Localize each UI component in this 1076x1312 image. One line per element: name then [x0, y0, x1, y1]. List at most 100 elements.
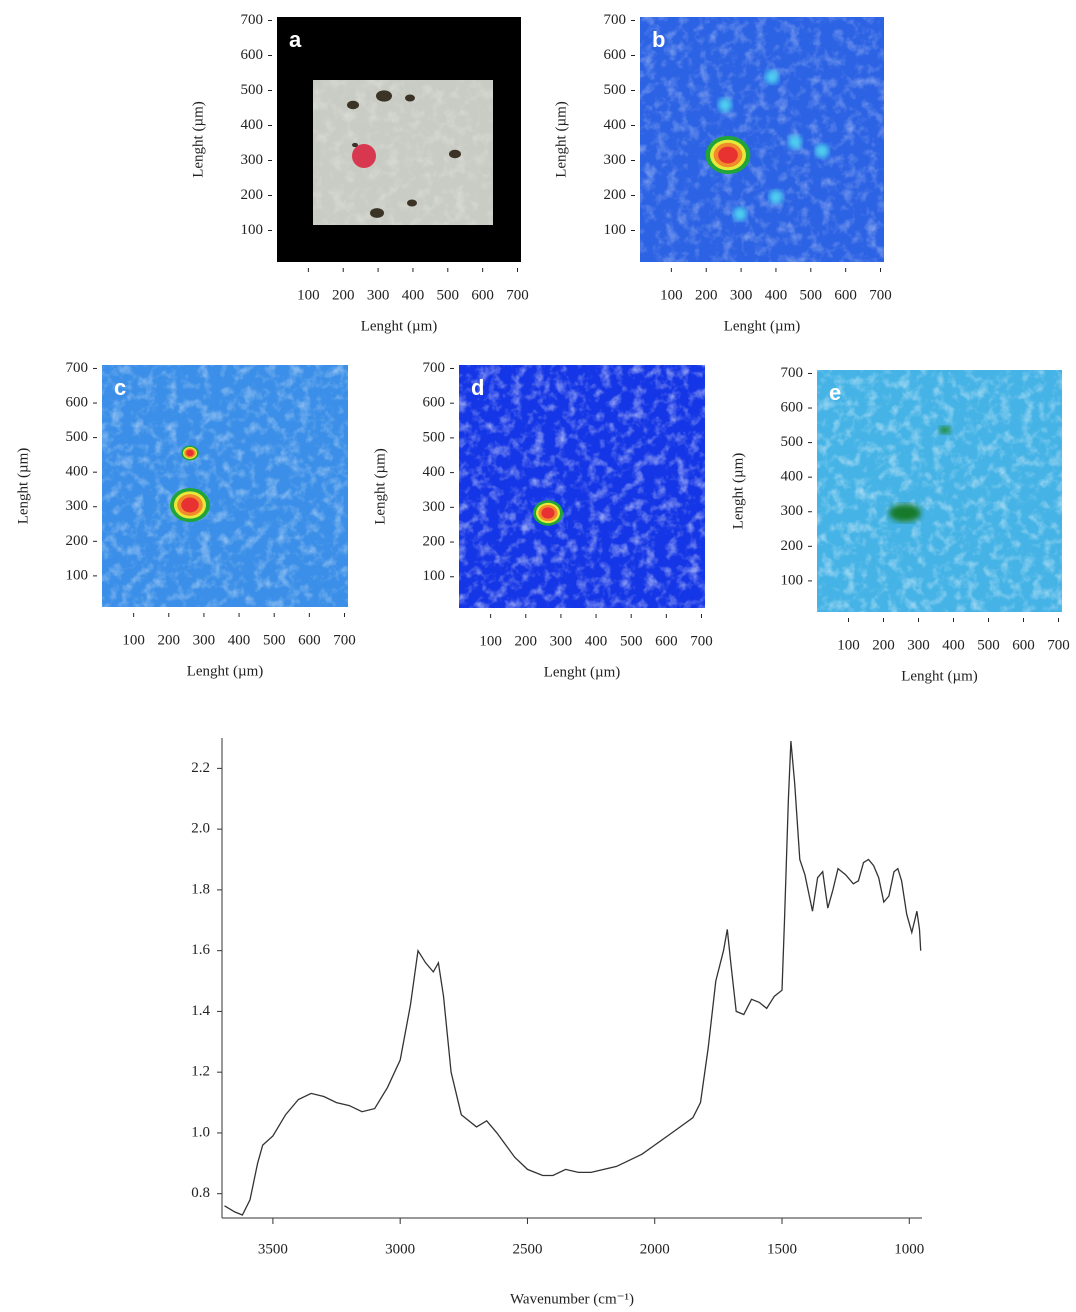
- y-tick-label: 100: [423, 568, 446, 584]
- y-axis-label: Lenght (µm): [15, 448, 31, 525]
- particle: [352, 142, 358, 148]
- y-axis-label: Lenght (µm): [190, 101, 206, 178]
- x-axis-label: Lenght (µm): [901, 668, 978, 684]
- x-axis-label: Lenght (µm): [361, 318, 438, 334]
- y-tick-label: 300: [604, 152, 627, 168]
- panel-label: c: [114, 375, 126, 400]
- x-tick-label: 300: [550, 633, 573, 649]
- x-tick-label: 2000: [640, 1241, 670, 1257]
- particle: [347, 100, 359, 110]
- y-tick-label: 700: [604, 12, 627, 28]
- y-tick-label: 100: [604, 222, 627, 238]
- x-axis-label: Wavenumber (cm⁻¹): [510, 1291, 634, 1307]
- x-tick-label: 200: [515, 633, 538, 649]
- hot-spot: [718, 146, 738, 164]
- noise: [102, 365, 348, 607]
- y-tick-label: 300: [66, 498, 89, 514]
- y-tick-label: 600: [241, 47, 264, 63]
- y-tick-label: 400: [604, 117, 627, 133]
- x-tick-label: 600: [471, 287, 494, 303]
- y-tick-label: 400: [66, 464, 89, 480]
- y-tick-label: 0.8: [191, 1185, 210, 1201]
- y-tick-label: 400: [241, 117, 264, 133]
- red-particle: [352, 144, 376, 168]
- x-tick-label: 500: [263, 632, 286, 648]
- noise: [640, 17, 884, 262]
- x-tick-label: 300: [907, 637, 930, 653]
- y-axis-label: Lenght (µm): [730, 453, 746, 530]
- particle: [407, 199, 417, 207]
- y-axis-label: Lenght (µm): [553, 101, 569, 178]
- x-tick-label: 500: [437, 287, 460, 303]
- blob: [718, 98, 732, 112]
- x-tick-label: 700: [1047, 637, 1070, 653]
- y-tick-label: 100: [781, 572, 804, 588]
- x-axis-label: Lenght (µm): [187, 663, 264, 679]
- x-tick-label: 400: [942, 637, 965, 653]
- y-tick-label: 200: [423, 533, 446, 549]
- y-tick-label: 400: [423, 464, 446, 480]
- x-tick-label: 300: [193, 632, 216, 648]
- y-tick-label: 500: [781, 434, 804, 450]
- y-tick-label: 1.2: [191, 1064, 210, 1080]
- x-tick-label: 3500: [258, 1241, 288, 1257]
- y-tick-label: 700: [423, 360, 446, 376]
- y-tick-label: 300: [781, 503, 804, 519]
- hot-spot: [541, 507, 555, 519]
- x-tick-label: 100: [122, 632, 145, 648]
- panel: 0.8 1.0 1.2 1.4 1.6 1.8 2.0 2.2 3500 3000 2500 2000…: [191, 738, 924, 1307]
- y-tick-label: 300: [423, 499, 446, 515]
- y-tick-label: 500: [241, 82, 264, 98]
- x-tick-label: 600: [834, 287, 857, 303]
- particle: [405, 94, 415, 102]
- x-tick-label: 200: [158, 632, 181, 648]
- x-tick-label: 100: [297, 287, 320, 303]
- particle: [449, 149, 461, 159]
- x-tick-label: 700: [869, 287, 892, 303]
- x-axis-label: Lenght (µm): [544, 664, 621, 680]
- y-tick-label: 1.0: [191, 1124, 210, 1140]
- y-tick-label: 100: [66, 567, 89, 583]
- x-tick-label: 100: [837, 637, 860, 653]
- particle: [376, 90, 392, 102]
- blob: [733, 207, 747, 221]
- panel: e 100 200 300 400 500 600 700 100 200 300 400 500 600…: [730, 365, 1069, 685]
- x-tick-label: 3000: [385, 1241, 415, 1257]
- noise: [817, 370, 1062, 612]
- panel: b 100 200 300 400 500 600 700 100 200 300 400 500 600…: [553, 12, 891, 335]
- y-tick-label: 700: [241, 12, 264, 28]
- y-tick-label: 600: [604, 47, 627, 63]
- y-tick-label: 500: [604, 82, 627, 98]
- x-tick-label: 600: [1012, 637, 1035, 653]
- x-tick-label: 100: [479, 633, 502, 649]
- y-tick-label: 1.4: [191, 1003, 210, 1019]
- y-axis-label: Lenght (µm): [372, 448, 388, 525]
- x-tick-label: 700: [333, 632, 356, 648]
- hot-spot: [181, 497, 199, 513]
- x-tick-label: 500: [800, 287, 823, 303]
- x-tick-label: 1500: [767, 1241, 797, 1257]
- x-tick-label: 400: [228, 632, 251, 648]
- y-tick-label: 500: [423, 429, 446, 445]
- y-tick-label: 200: [241, 187, 264, 203]
- blob: [788, 135, 802, 149]
- y-tick-label: 500: [66, 429, 89, 445]
- panel-label: a: [289, 27, 302, 52]
- y-tick-label: 1.8: [191, 881, 210, 897]
- panel-label: d: [471, 375, 484, 400]
- y-tick-label: 2.2: [191, 760, 210, 776]
- x-tick-label: 300: [367, 287, 390, 303]
- dark-blob: [939, 426, 951, 434]
- sample-texture: [313, 80, 493, 225]
- blob: [769, 190, 783, 204]
- x-tick-label: 200: [695, 287, 718, 303]
- x-tick-label: 400: [765, 287, 788, 303]
- blob: [765, 70, 779, 84]
- y-tick-label: 600: [423, 395, 446, 411]
- y-tick-label: 700: [781, 365, 804, 381]
- x-tick-label: 100: [660, 287, 683, 303]
- hot-spot: [186, 449, 194, 457]
- x-tick-label: 200: [332, 287, 355, 303]
- blob: [815, 144, 829, 158]
